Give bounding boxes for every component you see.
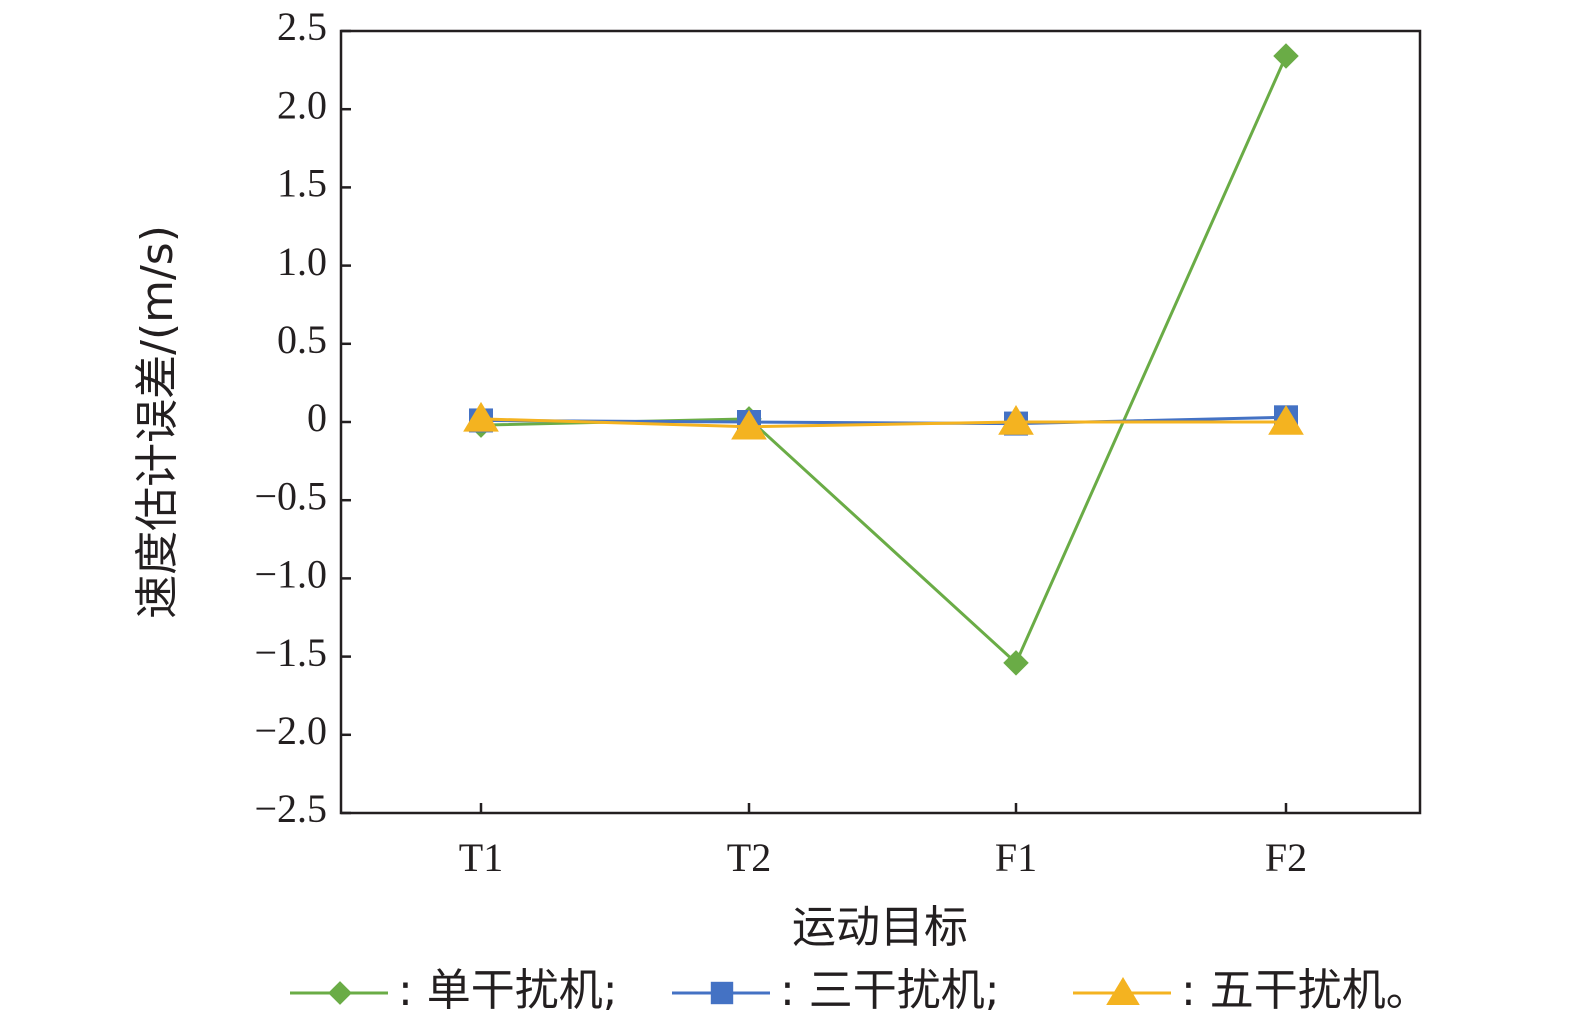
series-3-point bbox=[463, 401, 499, 432]
series-line-1 bbox=[480, 55, 1288, 666]
legend-label-1: : 单干扰机; bbox=[398, 965, 618, 1016]
legend-marker-3 bbox=[1106, 977, 1140, 1005]
series-1-point bbox=[1003, 650, 1029, 676]
y-tick-label: −1.0 bbox=[254, 552, 327, 597]
legend-marker-1 bbox=[328, 981, 352, 1005]
series-3-point bbox=[731, 409, 767, 440]
legend-label-3: : 五干扰机。 bbox=[1181, 965, 1430, 1016]
y-axis-ticks: 2.5 2.0 1.5 1.0 0.5 0 −0.5 −1.0 −1.5 −2.0 −2.5 bbox=[254, 4, 351, 831]
y-tick-label: 0 bbox=[307, 395, 327, 440]
series-3-point bbox=[998, 405, 1034, 435]
y-tick-label: 2.5 bbox=[277, 4, 327, 49]
series-1-point bbox=[1273, 43, 1299, 69]
series-layer bbox=[463, 43, 1304, 676]
series-line-3 bbox=[480, 417, 1286, 429]
y-tick-label: −2.0 bbox=[254, 708, 327, 753]
series-3-point bbox=[1268, 405, 1304, 435]
y-tick-label: 2.0 bbox=[277, 82, 327, 127]
legend: : 单干扰机; : 三干扰机; : 五干扰机。 bbox=[290, 965, 1430, 1016]
y-tick-label: −1.5 bbox=[254, 630, 327, 675]
y-tick-label: −0.5 bbox=[254, 473, 327, 518]
y-tick-label: 0.5 bbox=[277, 317, 327, 362]
x-axis-ticks: T1 T2 F1 F2 bbox=[459, 803, 1307, 880]
x-tick-label: T1 bbox=[459, 835, 503, 880]
x-tick-label: F1 bbox=[995, 835, 1037, 880]
plot-frame bbox=[339, 29, 1422, 815]
y-tick-label: −2.5 bbox=[254, 786, 327, 831]
y-axis-title: 速度估计误差/(m/s) bbox=[132, 225, 183, 619]
legend-label-2: : 三干扰机; bbox=[780, 965, 1000, 1016]
legend-marker-2 bbox=[710, 981, 734, 1005]
x-tick-label: F2 bbox=[1265, 835, 1307, 880]
y-tick-label: 1.5 bbox=[277, 161, 327, 206]
x-axis-title: 运动目标 bbox=[792, 902, 968, 953]
x-tick-label: T2 bbox=[727, 835, 771, 880]
y-tick-label: 1.0 bbox=[277, 239, 327, 284]
series-line-2 bbox=[480, 415, 1287, 426]
